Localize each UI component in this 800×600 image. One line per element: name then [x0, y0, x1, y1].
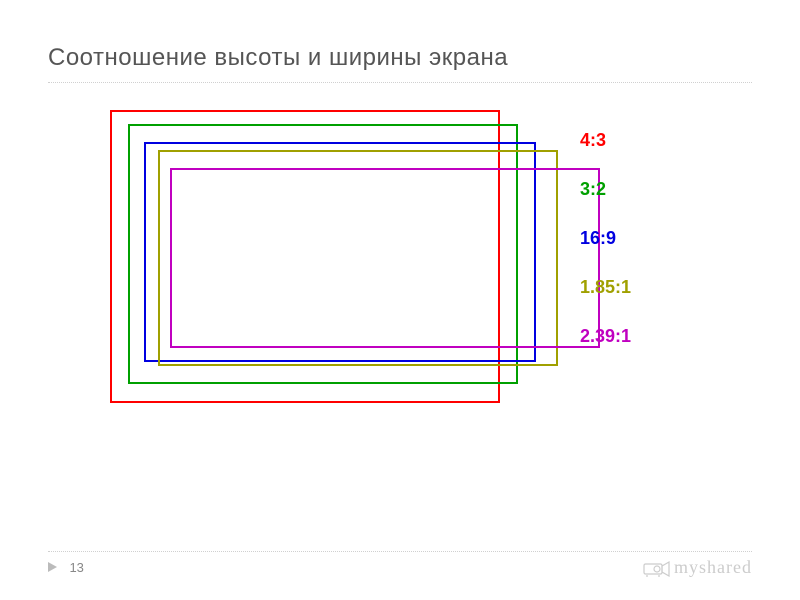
footer-line: [48, 551, 752, 552]
play-icon: [48, 562, 57, 572]
label-r43: 4:3: [580, 130, 631, 151]
page-number: 13: [69, 560, 83, 575]
label-r239: 2.39:1: [580, 326, 631, 347]
rect-r239: [170, 168, 600, 348]
page-title: Соотношение высоты и ширины экрана: [48, 44, 508, 72]
aspect-ratio-labels: 4:3 3:2 16:9 1.85:1 2.39:1: [580, 130, 631, 347]
aspect-ratio-diagram: [110, 110, 540, 430]
footer: 13 myshared: [0, 557, 800, 578]
label-r32: 3:2: [580, 179, 631, 200]
watermark-text: myshared: [674, 557, 752, 578]
title-underline: [48, 82, 752, 83]
label-r169: 16:9: [580, 228, 631, 249]
label-r185: 1.85:1: [580, 277, 631, 298]
page-number-group: 13: [48, 559, 84, 577]
watermark: myshared: [642, 557, 752, 578]
projector-icon: [642, 559, 670, 577]
